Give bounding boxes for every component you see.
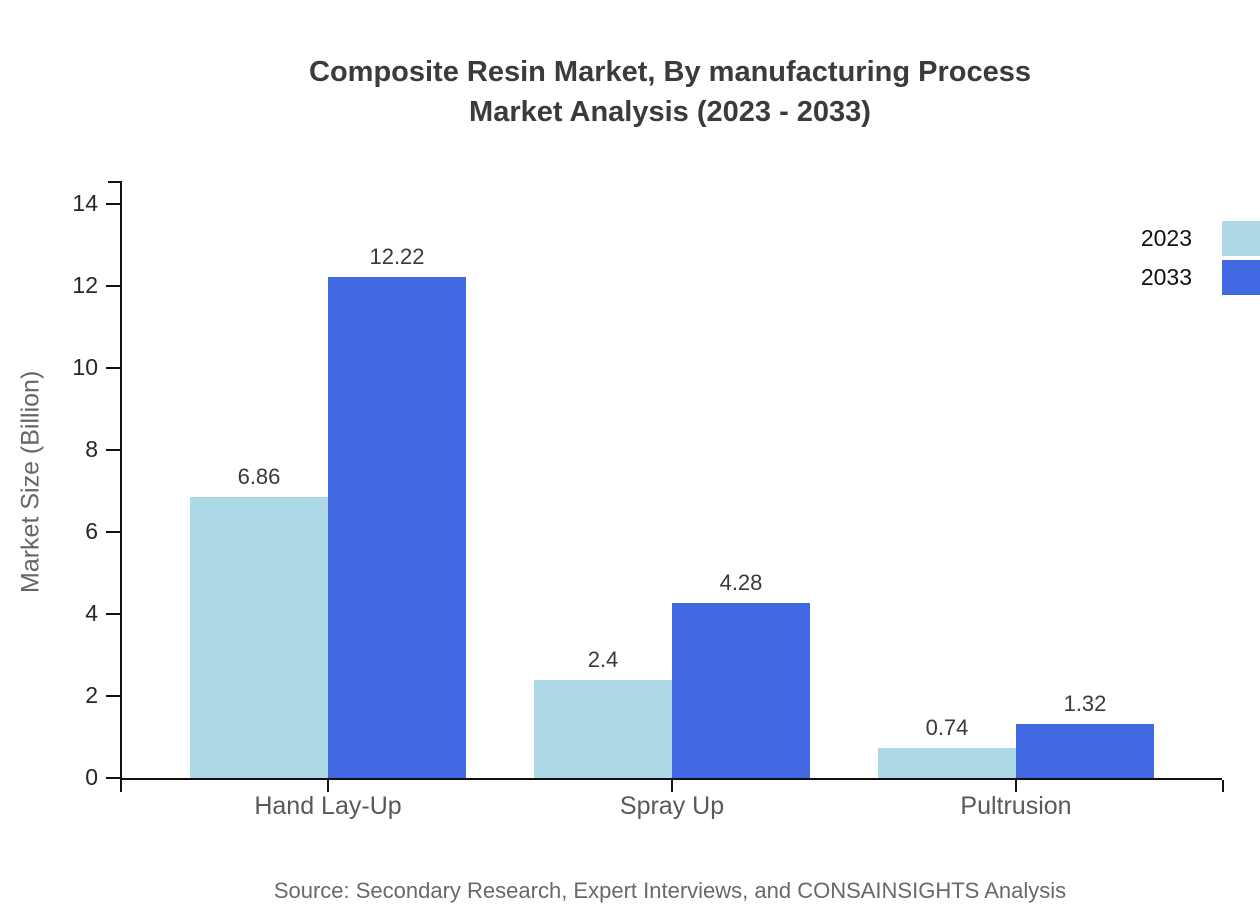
x-axis-right-cap xyxy=(1222,780,1224,792)
x-axis-tick xyxy=(327,780,329,792)
x-axis-tick xyxy=(671,780,673,792)
y-axis-tick xyxy=(106,695,120,697)
y-axis-tick xyxy=(106,449,120,451)
bar-2023-hand-lay-up xyxy=(190,496,328,778)
legend-swatch-2023 xyxy=(1222,221,1260,256)
chart-title-line1: Composite Resin Market, By manufacturing… xyxy=(309,56,1031,88)
legend: 2023 2033 xyxy=(1141,221,1260,299)
bar-2033-hand-lay-up xyxy=(328,276,466,778)
y-axis-tick xyxy=(106,203,120,205)
bar-2023-spray-up xyxy=(534,679,672,778)
x-axis-category-label: Hand Lay-Up xyxy=(254,792,402,820)
bar-value-label: 12.22 xyxy=(369,243,425,269)
y-axis-tick-label: 10 xyxy=(72,354,98,380)
bar-2033-pultrusion xyxy=(1016,723,1154,778)
y-axis-bottom-cap xyxy=(120,780,122,792)
x-axis-category-label: Spray Up xyxy=(619,792,725,820)
legend-item-2023: 2023 xyxy=(1141,221,1260,256)
y-axis-tick xyxy=(106,613,120,615)
y-axis-tick-label: 2 xyxy=(85,682,98,708)
bar-value-label: 1.32 xyxy=(1063,690,1107,716)
y-axis-tick-label: 6 xyxy=(85,518,98,544)
legend-item-2033: 2033 xyxy=(1141,260,1260,295)
y-axis-tick-label: 8 xyxy=(85,436,98,462)
y-axis-label: Market Size (Billion) xyxy=(16,370,45,593)
legend-label-2023: 2023 xyxy=(1140,225,1192,251)
bar-value-label: 2.4 xyxy=(587,646,619,672)
y-axis-top-cap xyxy=(108,181,122,183)
legend-label-2033: 2033 xyxy=(1140,264,1192,290)
y-axis-tick-label: 12 xyxy=(72,272,98,298)
legend-swatch-2033 xyxy=(1222,260,1260,295)
y-axis-tick-label: 0 xyxy=(85,764,98,790)
y-axis-tick-label: 14 xyxy=(72,190,98,216)
chart-title: Composite Resin Market, By manufacturing… xyxy=(80,52,1260,132)
y-axis-tick xyxy=(106,531,120,533)
plot-area: 0 2 4 6 8 10 12 14 Hand Lay-Up 6.86 12.22 Spray Up 2… xyxy=(72,181,1224,820)
source-note: Source: Secondary Research, Expert Inter… xyxy=(273,878,1067,903)
bar-2033-spray-up xyxy=(672,602,810,778)
y-axis-tick xyxy=(106,285,120,287)
y-axis-tick xyxy=(106,777,120,779)
y-axis-tick xyxy=(106,367,120,369)
bar-value-label: 6.86 xyxy=(237,463,281,489)
bar-value-label: 0.74 xyxy=(925,714,969,740)
bar-2023-pultrusion xyxy=(878,747,1016,778)
bar-value-label: 4.28 xyxy=(719,569,763,595)
y-axis-tick-label: 4 xyxy=(85,600,98,626)
x-axis-category-label: Pultrusion xyxy=(960,792,1072,820)
x-axis-tick xyxy=(1015,780,1017,792)
chart-title-line2: Market Analysis (2023 - 2033) xyxy=(469,96,871,128)
